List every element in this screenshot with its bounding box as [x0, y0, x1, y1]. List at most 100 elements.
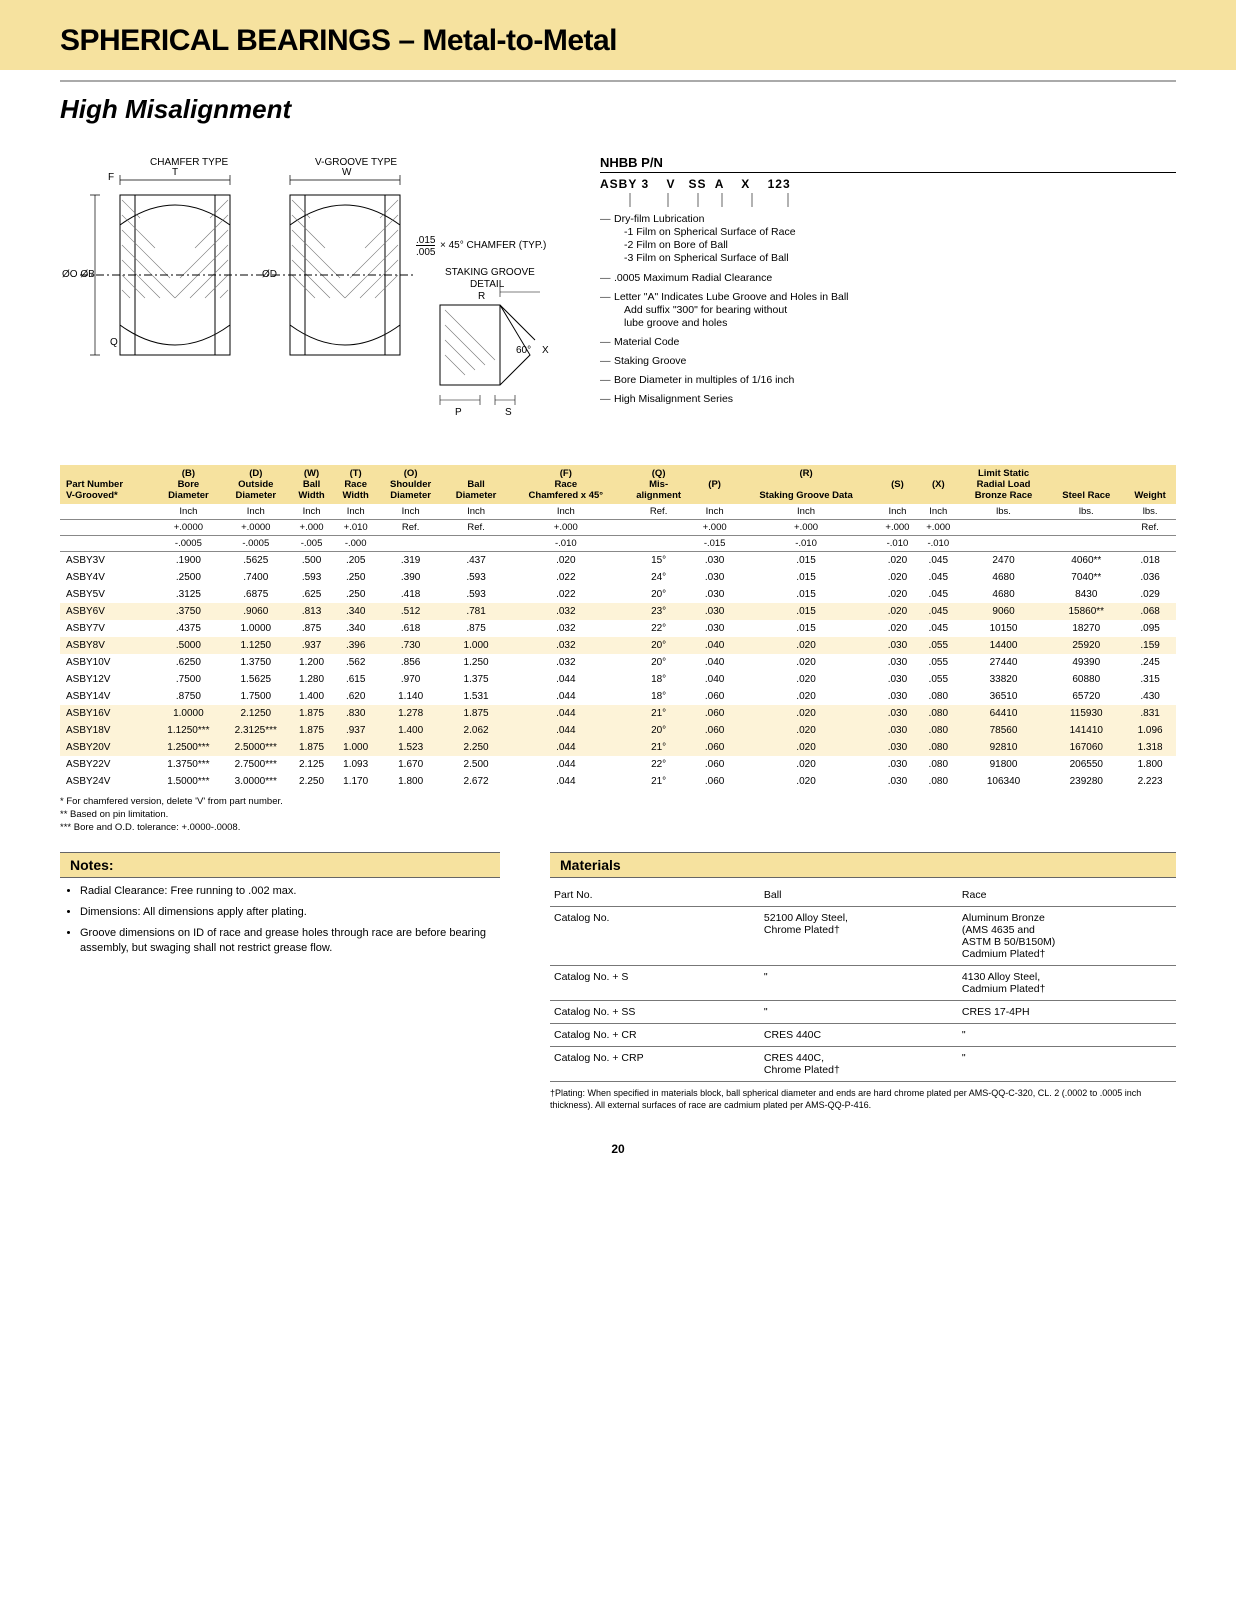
- angle60: 60°: [516, 345, 531, 356]
- table-cell: 1.170: [334, 773, 378, 790]
- table-cell: 21°: [623, 705, 694, 722]
- table-cell: 2.250: [444, 739, 509, 756]
- table-cell: .5000: [155, 637, 222, 654]
- table-cell: .036: [1124, 569, 1176, 586]
- legend-item: Material Code: [600, 336, 1176, 349]
- materials-cell: CRES 440C: [760, 1024, 958, 1047]
- materials-cell: 4130 Alloy Steel, Cadmium Plated†: [958, 966, 1176, 1001]
- table-cell: .620: [334, 688, 378, 705]
- table-cell: .040: [694, 637, 735, 654]
- materials-cell: Catalog No.: [550, 907, 760, 966]
- table-cell: .030: [877, 654, 918, 671]
- table-cell: .045: [918, 586, 959, 603]
- table-cell: .060: [694, 722, 735, 739]
- table-unit-cell: lbs.: [1124, 504, 1176, 520]
- table-unit-cell: -.010: [509, 536, 623, 552]
- table-cell: .080: [918, 773, 959, 790]
- table-cell: .830: [334, 705, 378, 722]
- materials-cell: ": [958, 1047, 1176, 1082]
- table-cell: 2.7500***: [222, 756, 289, 773]
- table-cell: 65720: [1048, 688, 1124, 705]
- table-cell: .045: [918, 603, 959, 620]
- legend-item: Bore Diameter in multiples of 1/16 inch: [600, 374, 1176, 387]
- table-row: ASBY3V.1900.5625.500.205.319.437.02015°.…: [60, 552, 1176, 570]
- dim-w: W: [342, 167, 351, 178]
- table-cell: .040: [694, 671, 735, 688]
- materials-cell: Catalog No. + CR: [550, 1024, 760, 1047]
- table-unit-cell: [959, 520, 1049, 536]
- table-cell: 2.500: [444, 756, 509, 773]
- table-cell: .2500: [155, 569, 222, 586]
- table-cell: 23°: [623, 603, 694, 620]
- table-unit-cell: Inch: [694, 504, 735, 520]
- table-cell: .8750: [155, 688, 222, 705]
- table-cell: ASBY10V: [60, 654, 155, 671]
- table-unit-cell: Inch: [334, 504, 378, 520]
- table-cell: .6875: [222, 586, 289, 603]
- materials-cell: ": [958, 1024, 1176, 1047]
- page-number: 20: [60, 1142, 1176, 1156]
- table-cell: 115930: [1048, 705, 1124, 722]
- table-cell: .618: [378, 620, 444, 637]
- table-header-cell: (R)Staking Groove Data: [735, 465, 877, 504]
- table-cell: 1.5625: [222, 671, 289, 688]
- table-cell: 141410: [1048, 722, 1124, 739]
- table-cell: .390: [378, 569, 444, 586]
- table-cell: 1.278: [378, 705, 444, 722]
- table-cell: 1.523: [378, 739, 444, 756]
- table-unit-cell: +.000: [509, 520, 623, 536]
- table-cell: .593: [289, 569, 333, 586]
- legend-item: Dry-film Lubrication-1 Film on Spherical…: [600, 213, 1176, 266]
- header-band: SPHERICAL BEARINGS – Metal-to-Metal: [0, 0, 1236, 70]
- table-cell: 9060: [959, 603, 1049, 620]
- table-cell: .020: [735, 688, 877, 705]
- table-header-cell: (P): [694, 465, 735, 504]
- table-cell: 92810: [959, 739, 1049, 756]
- table-cell: .020: [877, 620, 918, 637]
- table-cell: .015: [735, 603, 877, 620]
- notes-list: Radial Clearance: Free running to .002 m…: [60, 884, 500, 955]
- dim-ob: ØO ØB: [62, 269, 95, 280]
- table-cell: .020: [735, 705, 877, 722]
- table-cell: 18270: [1048, 620, 1124, 637]
- table-header-cell: (B)BoreDiameter: [155, 465, 222, 504]
- notes-heading: Notes:: [60, 852, 500, 878]
- table-cell: 20°: [623, 654, 694, 671]
- table-unit-cell: +.000: [289, 520, 333, 536]
- table-cell: 1.200: [289, 654, 333, 671]
- table-cell: 1.7500: [222, 688, 289, 705]
- table-unit-cell: [378, 536, 444, 552]
- table-cell: .044: [509, 773, 623, 790]
- table-cell: .020: [735, 637, 877, 654]
- table-header-cell: (T)RaceWidth: [334, 465, 378, 504]
- table-cell: 22°: [623, 620, 694, 637]
- table-unit-cell: lbs.: [959, 504, 1049, 520]
- table-unit-cell: Inch: [222, 504, 289, 520]
- table-cell: .044: [509, 688, 623, 705]
- table-cell: .080: [918, 722, 959, 739]
- table-cell: .7500: [155, 671, 222, 688]
- spec-table: Part NumberV-Grooved*(B)BoreDiameter(D)O…: [60, 465, 1176, 790]
- table-cell: .625: [289, 586, 333, 603]
- materials-row: Catalog No. + CRPCRES 440C, Chrome Plate…: [550, 1047, 1176, 1082]
- table-cell: .055: [918, 671, 959, 688]
- table-cell: .250: [334, 586, 378, 603]
- table-header-cell: Limit StaticRadial LoadBronze Race: [959, 465, 1049, 504]
- table-cell: .020: [509, 552, 623, 570]
- table-cell: .813: [289, 603, 333, 620]
- table-header-cell: BallDiameter: [444, 465, 509, 504]
- table-cell: 1.375: [444, 671, 509, 688]
- table-header-cell: (W)BallWidth: [289, 465, 333, 504]
- table-cell: .015: [735, 569, 877, 586]
- table-cell: 20°: [623, 637, 694, 654]
- legend-item: High Misalignment Series: [600, 393, 1176, 406]
- part-number-legend: NHBB P/N ASBY 3 V SS A X 123 Dry-film Lu…: [600, 155, 1176, 413]
- table-cell: 7040**: [1048, 569, 1124, 586]
- table-cell: ASBY24V: [60, 773, 155, 790]
- table-header-cell: (S): [877, 465, 918, 504]
- table-unit-cell: [1048, 520, 1124, 536]
- table-cell: .022: [509, 586, 623, 603]
- table-cell: .095: [1124, 620, 1176, 637]
- pn-codes: ASBY 3 V SS A X 123: [600, 177, 1176, 191]
- table-cell: .3750: [155, 603, 222, 620]
